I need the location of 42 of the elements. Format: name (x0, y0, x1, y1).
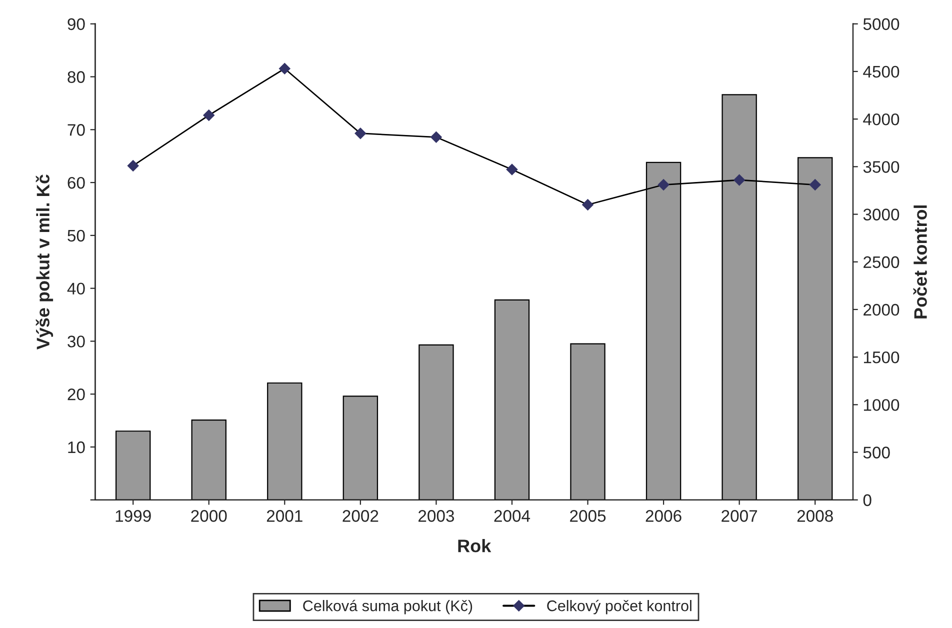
y-tick-label: 20 (68, 388, 85, 400)
y2-tick-label: 5000 (863, 18, 900, 30)
y2-tick-label: 3000 (863, 208, 900, 220)
y-tick-label: 50 (68, 230, 85, 242)
x-tick-label: 2003 (418, 510, 454, 522)
bar (115, 430, 151, 500)
legend-label: Celková suma pokut (Kč) (303, 600, 472, 614)
y2-axis-title: Počet kontrol (913, 205, 927, 318)
y-tick-label: 80 (68, 71, 85, 83)
y-tick-label: 60 (68, 176, 85, 189)
x-tick-label: 2004 (494, 510, 530, 522)
legend-label: Celkový počet kontrol (547, 600, 692, 614)
bar (418, 344, 454, 500)
y2-tick-label: 2000 (864, 304, 900, 316)
y2-tick-label: 500 (863, 446, 890, 458)
x-tick-label: 2002 (342, 510, 378, 522)
y-tick-label: 90 (68, 18, 85, 30)
x-tick-label: 1999 (116, 510, 151, 522)
y2-tick-label: 0 (863, 494, 872, 506)
x-tick-label: 2007 (722, 510, 758, 522)
x-tick-label: 2000 (191, 510, 227, 522)
bar (267, 382, 302, 500)
x-tick-label: 2008 (797, 510, 833, 522)
y2-tick-label: 2500 (864, 256, 900, 268)
bar (191, 419, 226, 500)
bar (494, 299, 530, 500)
y-tick-label: 40 (67, 282, 85, 295)
x-tick-label: 2005 (570, 510, 606, 522)
y-tick-label: 70 (68, 124, 85, 136)
y2-tick-label: 1500 (864, 351, 900, 364)
bar (342, 396, 378, 500)
y-tick-label: 10 (68, 441, 85, 454)
y-axis-title: Výše pokut v mil. Kč (36, 174, 54, 350)
x-tick-label: 2001 (266, 510, 302, 522)
y2-tick-label: 4000 (863, 113, 900, 126)
y-tick-label: 30 (68, 336, 85, 348)
y2-tick-label: 1000 (864, 399, 900, 411)
y2-tick-label: 3500 (863, 161, 900, 173)
x-tick-label: 2006 (646, 510, 682, 522)
x-axis-title: Rok (458, 539, 492, 552)
bar (570, 343, 606, 500)
y2-tick-label: 4500 (863, 66, 900, 78)
